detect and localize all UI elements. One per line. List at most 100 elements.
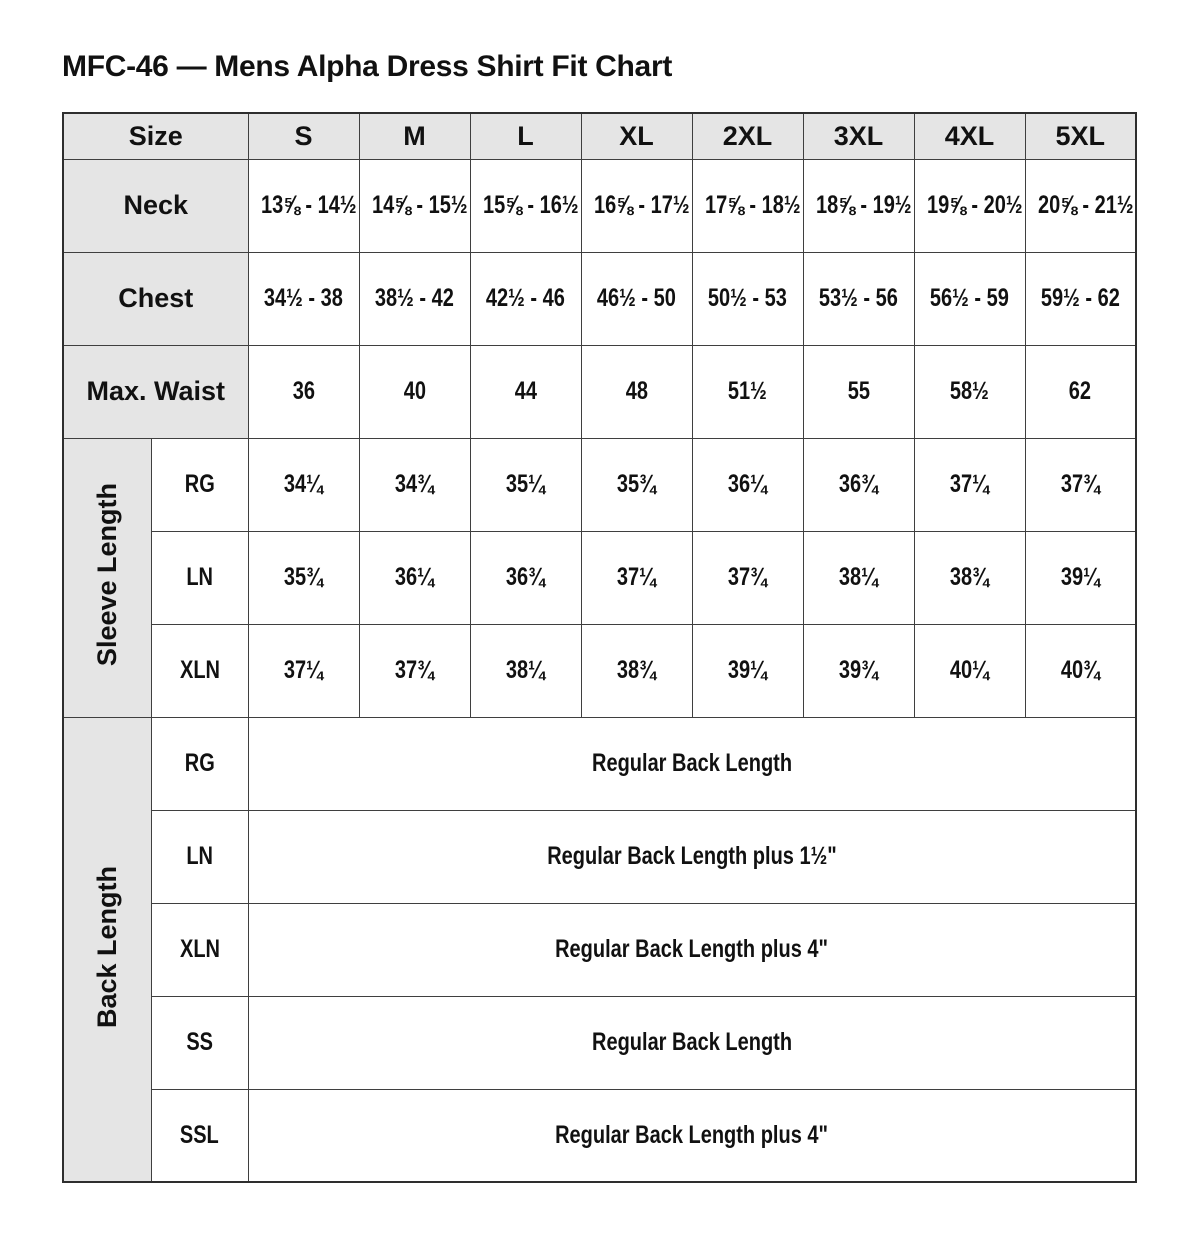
waist-l: 44 [469,344,582,439]
header-row: Size S M L XL 2XL 3XL 4XL 5XL [62,112,1137,160]
waist-2xl: 51½ [691,344,804,439]
neck-3xl: 18⅝ - 19½ [802,158,915,253]
cell-value: 20⅝ - 21½ [1037,191,1134,219]
cell-value: 37¼ [950,470,989,498]
chest-3xl: 53½ - 56 [802,251,915,346]
back-ln-label: LN [150,809,249,904]
size-col-3xl: 3XL [802,112,915,160]
cell-value: 39¼ [728,656,767,684]
back-ssl-value: Regular Back Length plus 4" [247,1088,1137,1183]
row-label: XLN [179,935,220,963]
size-header-cell: Size [62,112,249,160]
cell-value: 35¼ [506,470,545,498]
sleeve-xln-row: XLN 37¼ 37¾ 38¼ 38¾ 39¼ 39¾ 40¼ 40¾ [63,623,1137,718]
row-label: LN [186,563,213,591]
cell-value: 38½ - 42 [375,284,454,312]
sleeve-ln-4xl: 38¾ [913,530,1026,625]
row-label: LN [186,842,213,870]
size-col-s: S [247,112,360,160]
waist-4xl: 58½ [913,344,1026,439]
cell-value: 35¾ [617,470,656,498]
chest-row: Chest 34½ - 38 38½ - 42 42½ - 46 46½ - 5… [62,251,1137,346]
chest-s: 34½ - 38 [247,251,360,346]
chest-xl: 46½ - 50 [580,251,693,346]
row-label: SS [186,1028,213,1056]
neck-s: 13⅝ - 14½ [247,158,360,253]
cell-value: 16⅝ - 17½ [593,191,690,219]
back-ln-value: Regular Back Length plus 1½" [247,809,1137,904]
cell-value: Regular Back Length [591,749,792,777]
cell-value: 34¼ [284,470,323,498]
sleeve-xln-xl: 38¾ [580,623,693,718]
back-length-section-label: Back Length [62,716,152,1183]
chest-row-label: Chest [62,251,249,346]
waist-xl: 48 [580,344,693,439]
cell-value: 37¼ [617,563,656,591]
sleeve-rg-l: 35¼ [469,437,582,532]
cell-value: 36¼ [395,563,434,591]
chest-4xl: 56½ - 59 [913,251,1026,346]
cell-value: 37¾ [1060,470,1100,498]
cell-value: Regular Back Length plus 4" [555,1120,829,1149]
chest-2xl: 50½ - 53 [691,251,804,346]
cell-value: 58½ [950,377,989,405]
page-title: MFC-46 — Mens Alpha Dress Shirt Fit Char… [62,50,673,83]
size-col-4xl: 4XL [913,112,1026,160]
row-label: XLN [179,656,220,684]
sleeve-ln-2xl: 37¾ [691,530,804,625]
cell-value: 18⅝ - 19½ [815,191,912,219]
cell-value: 36¾ [506,563,545,591]
cell-value: 37¼ [284,656,323,684]
sleeve-ln-row: LN 35¾ 36¼ 36¾ 37¼ 37¾ 38¼ 38¾ 39¼ [63,530,1137,625]
cell-value: Regular Back Length plus 4" [555,935,829,963]
neck-l: 15⅝ - 16½ [469,158,582,253]
cell-value: 39¾ [839,656,878,684]
row-label: SSL [180,1120,219,1149]
max-waist-row-label: Max. Waist [62,344,249,439]
cell-value: 38¼ [839,563,878,591]
cell-value: 34½ - 38 [264,284,343,312]
neck-5xl: 20⅝ - 21½ [1024,158,1137,253]
sleeve-ln-xl: 37¼ [580,530,693,625]
sleeve-ln-l: 36¾ [469,530,582,625]
back-ssl-row: SSL Regular Back Length plus 4" [63,1088,1137,1183]
sleeve-xln-l: 38¼ [469,623,582,718]
sleeve-ln-3xl: 38¼ [802,530,915,625]
back-rg-row: Back Length RG Regular Back Length [62,716,1137,1183]
size-col-m: M [358,112,471,160]
cell-value: 14⅝ - 15½ [371,191,468,219]
cell-value: 39¼ [1060,563,1100,591]
sleeve-rg-2xl: 36¼ [691,437,804,532]
cell-value: 36 [292,377,315,405]
cell-value: 50½ - 53 [708,284,787,312]
back-ln-row: LN Regular Back Length plus 1½" [63,809,1137,904]
cell-value: 40¾ [1060,656,1100,684]
waist-s: 36 [247,344,360,439]
cell-value: 34¾ [395,470,434,498]
cell-value: 38¼ [506,656,545,684]
back-rg-value: Regular Back Length [247,716,1137,811]
cell-value: 44 [514,377,537,405]
sleeve-ln-s: 35¾ [247,530,360,625]
sleeve-ln-5xl: 39¼ [1024,530,1137,625]
row-label: RG [184,749,215,777]
cell-value: 17⅝ - 18½ [704,191,801,219]
cell-value: 51½ [728,377,767,405]
sleeve-rg-3xl: 36¾ [802,437,915,532]
sleeve-rg-4xl: 37¼ [913,437,1026,532]
cell-value: 46½ - 50 [597,284,676,312]
sleeve-rg-5xl: 37¾ [1024,437,1137,532]
sleeve-xln-m: 37¾ [358,623,471,718]
sleeve-xln-5xl: 40¾ [1024,623,1137,718]
waist-5xl: 62 [1024,344,1137,439]
sleeve-xln-s: 37¼ [247,623,360,718]
chest-l: 42½ - 46 [469,251,582,346]
size-col-l: L [469,112,582,160]
sleeve-ln-m: 36¼ [358,530,471,625]
back-xln-label: XLN [150,902,249,997]
cell-value: 19⅝ - 20½ [926,191,1023,219]
back-rg-label: RG [150,716,249,811]
sleeve-rg-label: RG [150,437,249,532]
size-col-5xl: 5XL [1024,112,1137,160]
cell-value: 55 [847,377,870,405]
